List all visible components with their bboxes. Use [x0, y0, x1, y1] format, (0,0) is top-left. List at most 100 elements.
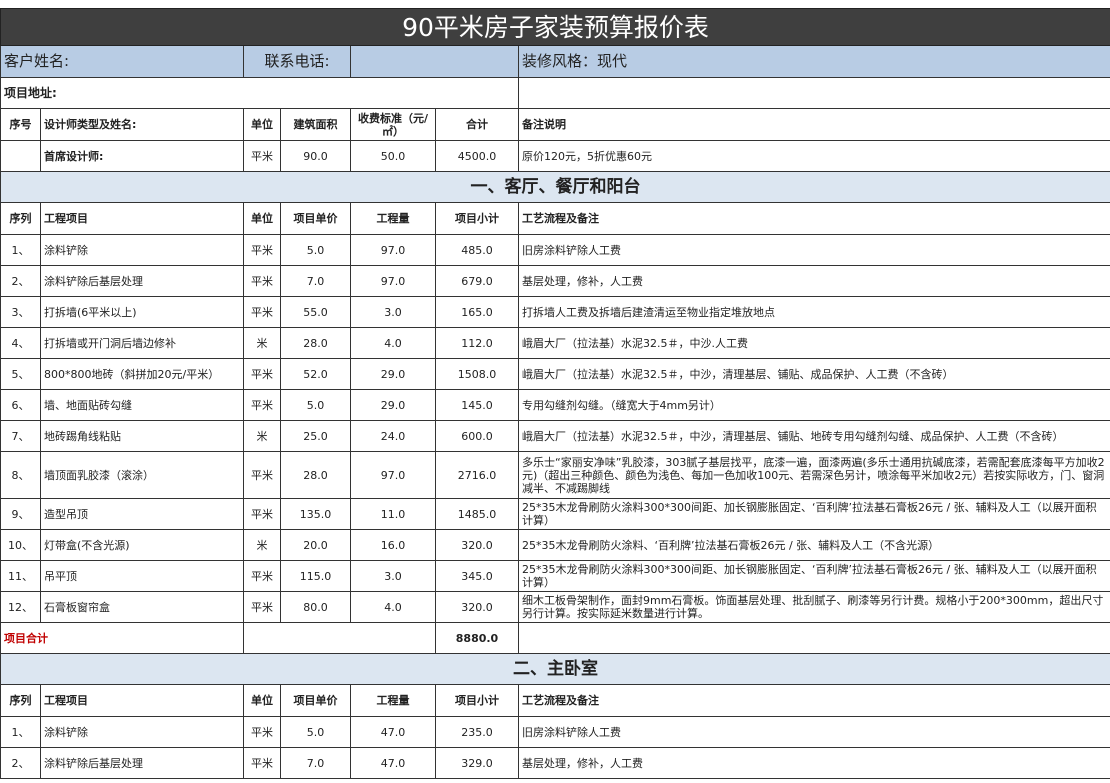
cell-subtotal[interactable]: 2716.0 [435, 451, 519, 499]
cell-price[interactable]: 55.0 [280, 296, 351, 328]
cell-unit[interactable]: 平米 [243, 498, 281, 530]
cell-no[interactable]: 2、 [0, 747, 41, 779]
cell-no[interactable]: 1、 [0, 716, 41, 748]
cell-name[interactable]: 石膏板窗帘盒 [40, 591, 244, 623]
cell-price[interactable]: 5.0 [280, 716, 351, 748]
cell-unit[interactable]: 平米 [243, 265, 281, 297]
cell-unit[interactable]: 平米 [243, 451, 281, 499]
designer-no[interactable] [0, 140, 41, 172]
cell-no[interactable]: 7、 [0, 420, 41, 452]
cell-note[interactable]: 旧房涂料铲除人工费 [517, 716, 1110, 748]
cell-price[interactable]: 7.0 [280, 747, 351, 779]
cell-qty[interactable]: 4.0 [350, 327, 436, 359]
cell-subtotal[interactable]: 235.0 [435, 716, 519, 748]
cell-price[interactable]: 135.0 [280, 498, 351, 530]
designer-note[interactable]: 原价120元，5折优惠60元 [517, 140, 1110, 172]
cell-subtotal[interactable]: 320.0 [435, 529, 519, 561]
cell-note[interactable]: 基层处理，修补，人工费 [517, 265, 1110, 297]
cell-subtotal[interactable]: 112.0 [435, 327, 519, 359]
cell-subtotal[interactable]: 145.0 [435, 389, 519, 421]
cell-no[interactable]: 11、 [0, 560, 41, 592]
cell-name[interactable]: 打拆墙或开门洞后墙边修补 [40, 327, 244, 359]
cell-subtotal[interactable]: 165.0 [435, 296, 519, 328]
cell-note[interactable]: 峨眉大厂（拉法基）水泥32.5＃，中沙，清理基层、铺贴、地砖专用勾缝剂勾缝、成品… [517, 420, 1110, 452]
cell-name[interactable]: 涂料铲除 [40, 716, 244, 748]
cell-unit[interactable]: 平米 [243, 591, 281, 623]
cell-price[interactable]: 25.0 [280, 420, 351, 452]
cell-qty[interactable]: 4.0 [350, 591, 436, 623]
cell-name[interactable]: 吊平顶 [40, 560, 244, 592]
cell-name[interactable]: 灯带盒(不含光源) [40, 529, 244, 561]
cell-subtotal[interactable]: 1508.0 [435, 358, 519, 390]
designer-rate[interactable]: 50.0 [350, 140, 436, 172]
cell-note[interactable]: 峨眉大厂（拉法基）水泥32.5＃，中沙，清理基层、铺贴、成品保护、人工费（不含砖… [517, 358, 1110, 390]
cell-note[interactable]: 25*35木龙骨刷防火涂料300*300间距、加长钢膨胀固定、‘百利牌’拉法基石… [517, 498, 1110, 530]
cell-no[interactable]: 5、 [0, 358, 41, 390]
cell-no[interactable]: 12、 [0, 591, 41, 623]
cell-price[interactable]: 20.0 [280, 529, 351, 561]
cell-no[interactable]: 9、 [0, 498, 41, 530]
cell-subtotal[interactable]: 345.0 [435, 560, 519, 592]
cell-qty[interactable]: 3.0 [350, 560, 436, 592]
cell-qty[interactable]: 47.0 [350, 716, 436, 748]
cell-no[interactable]: 8、 [0, 451, 41, 499]
cell-no[interactable]: 1、 [0, 234, 41, 266]
cell-name[interactable]: 墙顶面乳胶漆（滚涂） [40, 451, 244, 499]
cell-note[interactable]: 峨眉大厂（拉法基）水泥32.5＃，中沙.人工费 [517, 327, 1110, 359]
cell-unit[interactable]: 平米 [243, 234, 281, 266]
designer-total[interactable]: 4500.0 [435, 140, 519, 172]
cell-qty[interactable]: 3.0 [350, 296, 436, 328]
cell-note[interactable]: 专用勾缝剂勾缝。（缝宽大于4mm另计） [517, 389, 1110, 421]
cell-price[interactable]: 5.0 [280, 389, 351, 421]
cell-qty[interactable]: 47.0 [350, 747, 436, 779]
cell-note[interactable]: 25*35木龙骨刷防火涂料、‘百利牌’拉法基石膏板26元 / 张、辅料及人工（不… [517, 529, 1110, 561]
cell-price[interactable]: 28.0 [280, 451, 351, 499]
cell-no[interactable]: 6、 [0, 389, 41, 421]
cell-price[interactable]: 80.0 [280, 591, 351, 623]
cell-name[interactable]: 涂料铲除后基层处理 [40, 265, 244, 297]
cell-qty[interactable]: 16.0 [350, 529, 436, 561]
cell-subtotal[interactable]: 600.0 [435, 420, 519, 452]
designer-unit[interactable]: 平米 [243, 140, 281, 172]
cell-note[interactable]: 打拆墙人工费及拆墙后建渣清运至物业指定堆放地点 [517, 296, 1110, 328]
cell-no[interactable]: 2、 [0, 265, 41, 297]
cell-price[interactable]: 7.0 [280, 265, 351, 297]
cell-unit[interactable]: 米 [243, 420, 281, 452]
cell-name[interactable]: 涂料铲除后基层处理 [40, 747, 244, 779]
cell-unit[interactable]: 平米 [243, 716, 281, 748]
cell-unit[interactable]: 平米 [243, 747, 281, 779]
cell-unit[interactable]: 米 [243, 529, 281, 561]
designer-name[interactable]: 首席设计师: [40, 140, 244, 172]
cell-subtotal[interactable]: 320.0 [435, 591, 519, 623]
cell-unit[interactable]: 平米 [243, 560, 281, 592]
cell-price[interactable]: 28.0 [280, 327, 351, 359]
cell-name[interactable]: 800*800地砖（斜拼加20元/平米） [40, 358, 244, 390]
cell-note[interactable]: 基层处理，修补，人工费 [517, 747, 1110, 779]
total-note[interactable] [517, 622, 1110, 654]
cell-subtotal[interactable]: 485.0 [435, 234, 519, 266]
cell-qty[interactable]: 29.0 [350, 358, 436, 390]
cell-note[interactable]: 多乐士“家丽安净味”乳胶漆，303腻子基层找平，底漆一遍，面漆两遍(多乐士通用抗… [517, 451, 1110, 499]
cell-subtotal[interactable]: 1485.0 [435, 498, 519, 530]
cell-note[interactable]: 25*35木龙骨刷防火涂料300*300间距、加长钢膨胀固定、‘百利牌’拉法基石… [517, 560, 1110, 592]
cell-name[interactable]: 打拆墙(6平米以上) [40, 296, 244, 328]
cell-qty[interactable]: 11.0 [350, 498, 436, 530]
cell-name[interactable]: 造型吊顶 [40, 498, 244, 530]
customer-name-label[interactable]: 客户姓名: [0, 45, 244, 78]
cell-note[interactable]: 细木工板骨架制作，面封9mm石膏板。饰面基层处理、批刮腻子、刷漆等另行计费。规格… [517, 591, 1110, 623]
total-value[interactable]: 8880.0 [435, 622, 519, 654]
cell-unit[interactable]: 平米 [243, 358, 281, 390]
cell-name[interactable]: 地砖踢角线粘贴 [40, 420, 244, 452]
cell-note[interactable]: 旧房涂料铲除人工费 [517, 234, 1110, 266]
cell-unit[interactable]: 平米 [243, 389, 281, 421]
cell-qty[interactable]: 24.0 [350, 420, 436, 452]
cell-price[interactable]: 5.0 [280, 234, 351, 266]
cell-no[interactable]: 10、 [0, 529, 41, 561]
cell-qty[interactable]: 29.0 [350, 389, 436, 421]
address-value[interactable] [517, 77, 1110, 109]
address-label[interactable]: 项目地址: [0, 77, 519, 109]
cell-name[interactable]: 涂料铲除 [40, 234, 244, 266]
cell-no[interactable]: 3、 [0, 296, 41, 328]
cell-qty[interactable]: 97.0 [350, 234, 436, 266]
cell-qty[interactable]: 97.0 [350, 265, 436, 297]
